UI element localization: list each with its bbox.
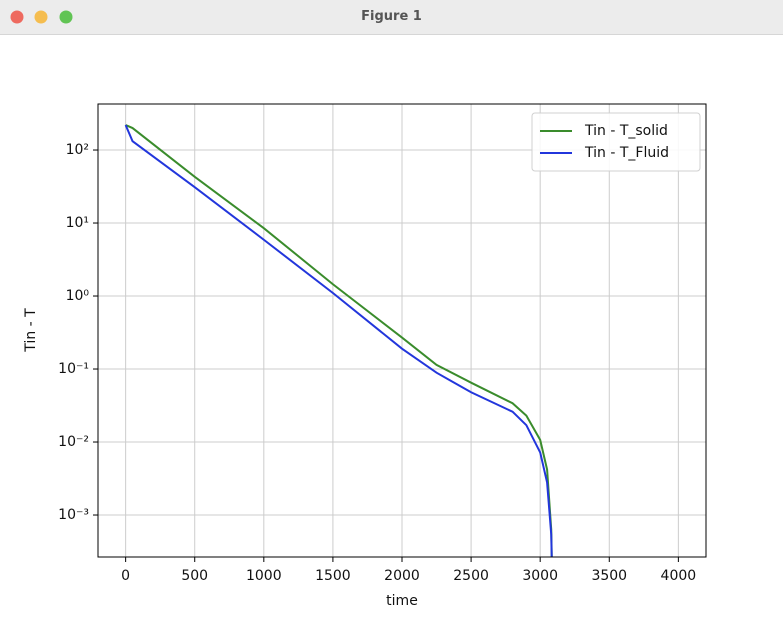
- x-tick-label: 3500: [591, 568, 627, 584]
- window-title: Figure 1: [361, 9, 422, 24]
- x-tick-label: 0: [121, 568, 130, 584]
- x-tick-label: 500: [181, 568, 208, 584]
- x-tick-label: 4000: [661, 568, 697, 584]
- title-bar: Figure 1: [0, 0, 783, 35]
- y-tick-label: 10⁰: [66, 288, 90, 304]
- x-tick-label: 2500: [453, 568, 489, 584]
- legend-label: Tin - T_Fluid: [584, 145, 669, 161]
- window-controls: [10, 10, 73, 24]
- y-tick-label: 10²: [66, 142, 89, 158]
- y-axis-label: Tin - T: [23, 308, 39, 353]
- y-tick-label: 10¹: [66, 215, 89, 231]
- x-tick-label: 2000: [384, 568, 420, 584]
- x-tick-label: 3000: [522, 568, 558, 584]
- legend-box: [531, 112, 701, 172]
- minimize-button[interactable]: [34, 10, 48, 24]
- data-line: [125, 124, 553, 557]
- y-tick-label: 10⁻²: [58, 434, 89, 450]
- y-tick-label: 10⁻¹: [58, 361, 89, 377]
- axes-frame: [97, 103, 707, 558]
- legend-label: Tin - T_solid: [584, 123, 668, 139]
- x-tick-label: 1000: [246, 568, 282, 584]
- y-tick-label: 10⁻³: [58, 507, 89, 523]
- x-axis-label: time: [386, 593, 418, 609]
- data-line: [124, 124, 553, 557]
- zoom-button[interactable]: [59, 10, 73, 24]
- plot-area: [124, 124, 553, 557]
- x-tick-label: 1500: [315, 568, 351, 584]
- close-button[interactable]: [10, 10, 24, 24]
- chart: time Tin - T 0 500 1000 1500 2000 2500 3000 350…: [23, 103, 707, 609]
